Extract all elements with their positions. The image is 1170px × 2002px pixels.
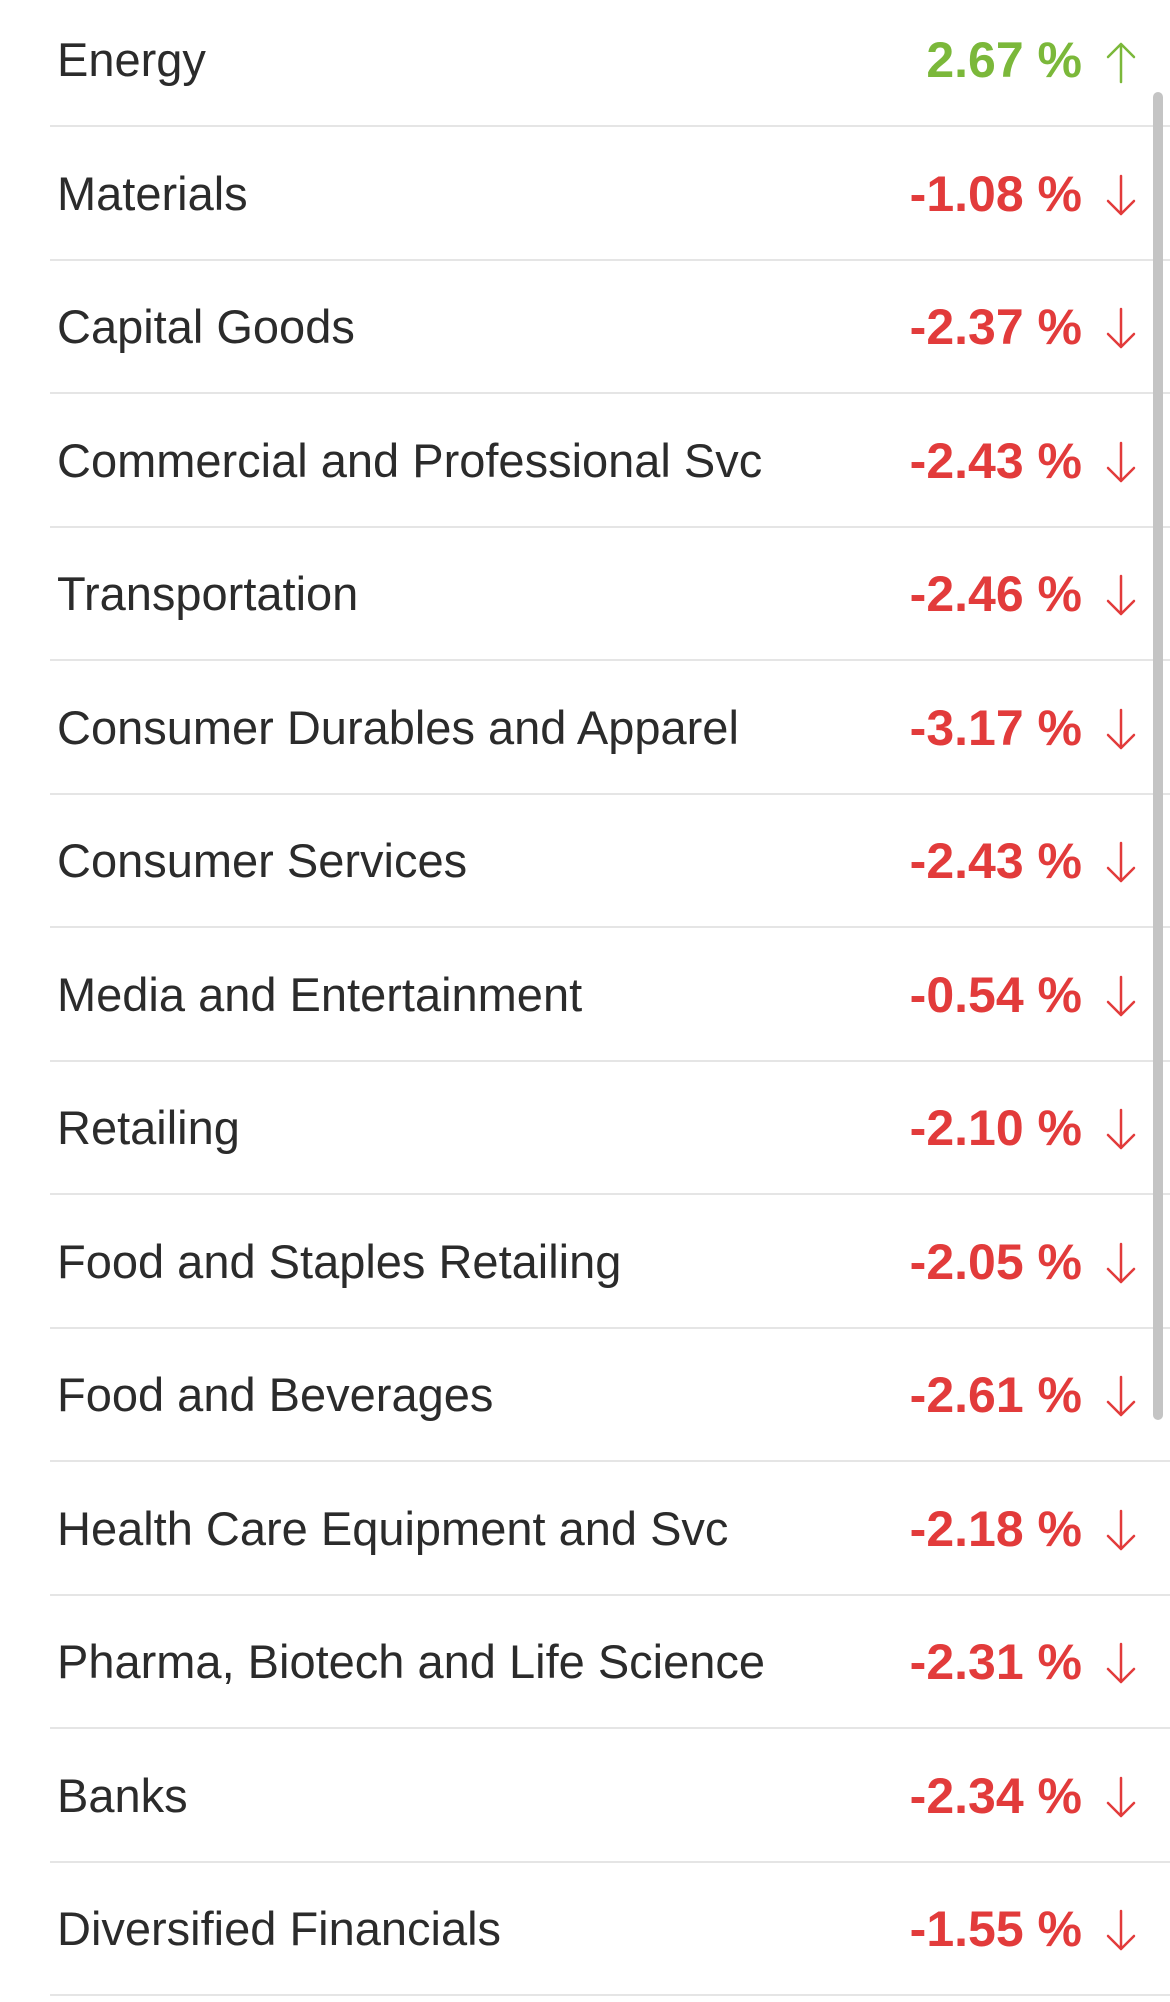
sector-name: Transportation	[57, 567, 359, 620]
sector-row[interactable]: Retailing -2.10 %	[0, 1068, 1170, 1201]
sector-row[interactable]: Consumer Services -2.43 %	[0, 801, 1170, 934]
sector-change: -2.31 %	[909, 1634, 1082, 1690]
row-divider	[50, 1594, 1170, 1596]
row-divider	[50, 1727, 1170, 1729]
arrow-down-icon	[1106, 1509, 1136, 1551]
arrow-down-icon	[1106, 841, 1136, 883]
sector-change: -2.37 %	[909, 299, 1082, 355]
sector-name: Materials	[57, 167, 248, 220]
sector-row[interactable]: Food and Beverages -2.61 %	[0, 1335, 1170, 1468]
sector-row[interactable]: Energy 2.67 %	[0, 0, 1170, 133]
sector-name: Commercial and Professional Svc	[57, 434, 763, 487]
sector-name: Consumer Services	[57, 834, 468, 887]
arrow-down-icon	[1106, 307, 1136, 349]
sector-name: Food and Beverages	[57, 1368, 494, 1421]
arrow-down-icon	[1106, 1375, 1136, 1417]
sector-row[interactable]: Materials -1.08 %	[0, 134, 1170, 267]
sector-name: Food and Staples Retailing	[57, 1235, 622, 1288]
sector-name: Media and Entertainment	[57, 968, 583, 1021]
sector-name: Retailing	[57, 1101, 240, 1154]
sector-change: -0.54 %	[909, 967, 1082, 1023]
sector-change: -2.18 %	[909, 1501, 1082, 1557]
arrow-down-icon	[1106, 1108, 1136, 1150]
arrow-down-icon	[1106, 1909, 1136, 1951]
arrow-up-icon	[1106, 42, 1136, 84]
row-divider	[50, 125, 1170, 127]
sector-row[interactable]: Diversified Financials -1.55 %	[0, 1869, 1170, 2002]
sector-row[interactable]: Health Care Equipment and Svc -2.18 %	[0, 1469, 1170, 1602]
sector-change: -1.08 %	[909, 166, 1082, 222]
sector-row[interactable]: Consumer Durables and Apparel -3.17 %	[0, 668, 1170, 801]
sector-row[interactable]: Banks -2.34 %	[0, 1736, 1170, 1869]
arrow-down-icon	[1106, 441, 1136, 483]
sector-row[interactable]: Commercial and Professional Svc -2.43 %	[0, 401, 1170, 534]
sector-change: -2.61 %	[909, 1367, 1082, 1423]
arrow-down-icon	[1106, 1642, 1136, 1684]
row-divider	[50, 1460, 1170, 1462]
sector-name: Health Care Equipment and Svc	[57, 1502, 729, 1555]
scrollbar[interactable]	[1153, 92, 1163, 1420]
arrow-down-icon	[1106, 975, 1136, 1017]
sector-change: -2.34 %	[909, 1768, 1082, 1824]
arrow-down-icon	[1106, 708, 1136, 750]
row-divider	[50, 793, 1170, 795]
sector-change: -2.46 %	[909, 566, 1082, 622]
sector-row[interactable]: Capital Goods -2.37 %	[0, 267, 1170, 400]
row-divider	[50, 392, 1170, 394]
row-divider	[50, 1193, 1170, 1195]
row-divider	[50, 926, 1170, 928]
arrow-down-icon	[1106, 174, 1136, 216]
sector-row[interactable]: Media and Entertainment -0.54 %	[0, 935, 1170, 1068]
row-divider	[50, 259, 1170, 261]
row-divider	[50, 1861, 1170, 1863]
sector-change: -2.43 %	[909, 433, 1082, 489]
row-divider	[50, 659, 1170, 661]
sector-change: -2.10 %	[909, 1100, 1082, 1156]
sector-change: -1.55 %	[909, 1901, 1082, 1957]
sector-change: -2.05 %	[909, 1234, 1082, 1290]
sector-change: -2.43 %	[909, 833, 1082, 889]
sector-name: Banks	[57, 1769, 188, 1822]
sector-name: Pharma, Biotech and Life Science	[57, 1635, 766, 1688]
row-divider	[50, 1327, 1170, 1329]
arrow-down-icon	[1106, 1776, 1136, 1818]
sector-change: 2.67 %	[926, 32, 1082, 88]
sector-row[interactable]: Pharma, Biotech and Life Science -2.31 %	[0, 1602, 1170, 1735]
arrow-down-icon	[1106, 574, 1136, 616]
sector-name: Capital Goods	[57, 300, 355, 353]
sector-change: -3.17 %	[909, 700, 1082, 756]
sector-name: Energy	[57, 33, 206, 86]
row-divider	[50, 1060, 1170, 1062]
row-divider	[50, 1994, 1170, 1996]
sector-row[interactable]: Food and Staples Retailing -2.05 %	[0, 1202, 1170, 1335]
sector-name: Consumer Durables and Apparel	[57, 701, 739, 754]
sector-name: Diversified Financials	[57, 1902, 502, 1955]
arrow-down-icon	[1106, 1242, 1136, 1284]
row-divider	[50, 526, 1170, 528]
sector-row[interactable]: Transportation -2.46 %	[0, 534, 1170, 667]
